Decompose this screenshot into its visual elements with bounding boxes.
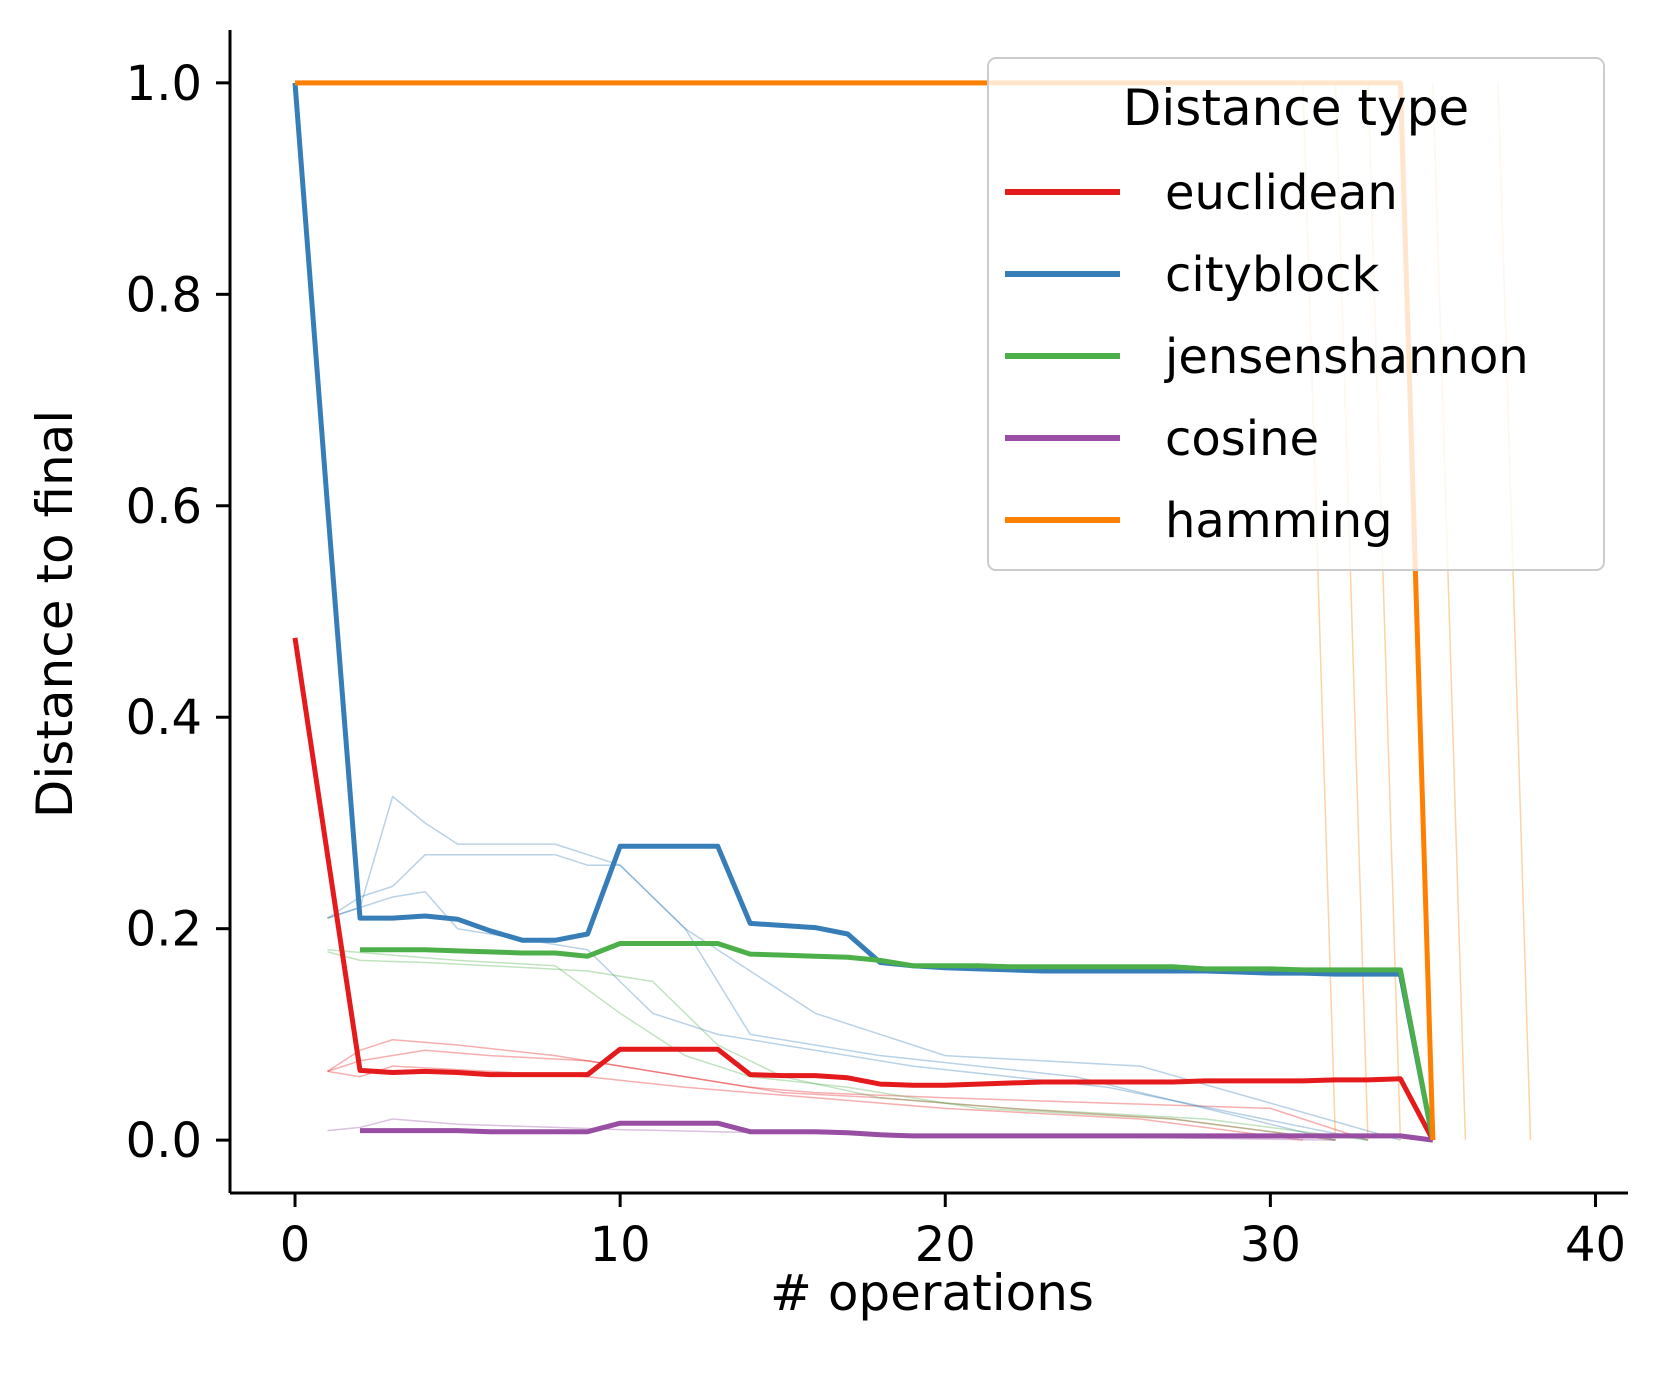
y-tick-label: 0.6 xyxy=(126,479,202,535)
legend-box xyxy=(987,57,1605,571)
run-line-cityblock-3 xyxy=(327,890,1369,1141)
legend-item-jensenshannon: jensenshannon xyxy=(1005,329,1529,385)
legend-label-cityblock: cityblock xyxy=(1165,247,1380,303)
legend-label-hamming: hamming xyxy=(1165,493,1393,549)
y-tick-label: 1.0 xyxy=(126,56,202,112)
y-axis-label: Distance to final xyxy=(26,410,84,818)
mean-series-lines xyxy=(292,80,1436,1143)
run-line-cityblock-2 xyxy=(327,853,1336,1141)
run-line-jensenshannon-1 xyxy=(327,951,1368,1141)
legend-label-jensenshannon: jensenshannon xyxy=(1164,329,1529,385)
legend-items: euclidean cityblock jensenshannon cosine ham… xyxy=(1005,165,1529,549)
legend-item-cosine: cosine xyxy=(1005,411,1319,467)
y-tick-label: 0.4 xyxy=(126,690,202,746)
series-line-euclidean xyxy=(292,637,1436,1142)
y-tick-label: 0.0 xyxy=(126,1113,202,1169)
legend-item-hamming: hamming xyxy=(1005,493,1393,549)
x-tick-label: 0 xyxy=(280,1217,311,1273)
series-line-cityblock xyxy=(292,82,1436,1141)
run-line-jensenshannon-2 xyxy=(327,949,1336,1141)
legend-label-euclidean: euclidean xyxy=(1165,165,1398,221)
x-axis-label: # operations xyxy=(770,1264,1094,1322)
x-axis-ticks: 0 10 20 30 40 xyxy=(280,1193,1626,1273)
legend-title: Distance type xyxy=(1123,79,1469,137)
legend-label-cosine: cosine xyxy=(1165,411,1319,467)
legend-item-euclidean: euclidean xyxy=(1005,165,1398,221)
legend: Distance type euclidean cityblock jensensh… xyxy=(987,57,1605,571)
run-line-euclidean-1 xyxy=(327,1038,1369,1141)
legend-item-cityblock: cityblock xyxy=(1005,247,1380,303)
run-line-cityblock-1 xyxy=(327,795,1401,1141)
series-line-cosine xyxy=(360,1120,1434,1143)
x-tick-label: 10 xyxy=(590,1217,651,1273)
series-line-jensenshannon xyxy=(360,941,1436,1141)
x-tick-label: 20 xyxy=(915,1217,976,1273)
x-tick-label: 40 xyxy=(1565,1217,1626,1273)
axes xyxy=(228,30,1628,1195)
run-line-euclidean-2 xyxy=(327,1049,1336,1141)
x-tick-label: 30 xyxy=(1240,1217,1301,1273)
y-tick-label: 0.2 xyxy=(126,902,202,958)
y-axis-ticks: 0.0 0.2 0.4 0.6 0.8 1.0 xyxy=(126,56,230,1169)
y-tick-label: 0.8 xyxy=(126,267,202,323)
